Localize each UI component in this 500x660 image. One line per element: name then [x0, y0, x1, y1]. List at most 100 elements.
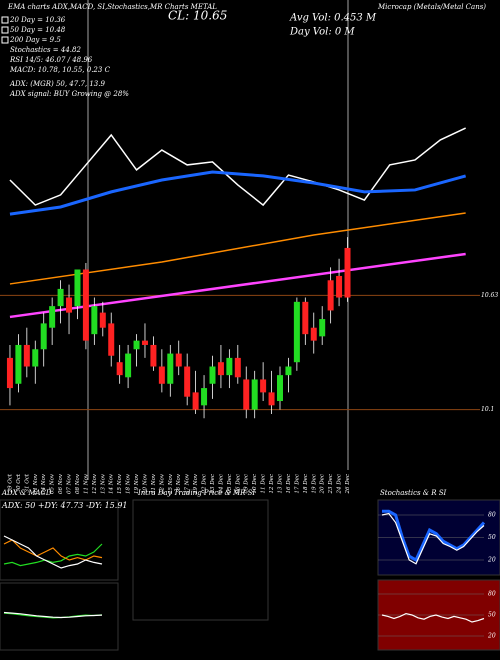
x-tick-label: 11 Nov: [83, 473, 89, 494]
candle-body: [108, 323, 115, 356]
x-tick-label: 06 Nov: [58, 473, 64, 494]
x-tick-label: 16 Dec: [286, 474, 292, 494]
x-tick-label: 05 Nov: [50, 473, 56, 494]
series-line: [3, 611, 103, 619]
candle-body: [6, 357, 13, 389]
x-tick-label: 29 Oct: [7, 473, 13, 493]
series-line: [381, 512, 485, 565]
info-line: ADX: (MGR) 50, 47.7, 13.9: [9, 80, 105, 88]
x-tick-label: 03 Dec: [210, 474, 216, 494]
candle-body: [57, 288, 64, 307]
panel: [0, 499, 119, 581]
candle-body: [74, 269, 81, 307]
series-line: [3, 612, 103, 619]
x-tick-label: 26 Dec: [345, 474, 351, 495]
candle-body: [175, 353, 182, 367]
close: CL: 10.65: [168, 9, 227, 23]
x-tick-label: 22 Nov: [159, 473, 165, 495]
x-tick-label: 27 Nov: [185, 473, 191, 495]
top-text: EMA charts ADX,MACD, SI,Stochastics,MR C…: [7, 3, 217, 11]
series-line: [381, 612, 485, 623]
y-tick-label: 50: [488, 534, 496, 541]
candle-body: [192, 392, 199, 410]
candle-body: [116, 362, 123, 376]
panel-title: Stochastics & R SI: [380, 489, 447, 497]
x-tick-label: 26 Nov: [176, 473, 182, 495]
series-line: [3, 543, 103, 567]
candle-body: [167, 353, 174, 384]
series-line: [3, 535, 103, 569]
x-tick-label: 12 Nov: [92, 473, 98, 494]
info-line: 50 Day = 10.48: [10, 26, 66, 34]
candle-body: [141, 340, 148, 345]
candle-body: [133, 340, 140, 350]
candle-body: [184, 366, 191, 397]
x-tick-label: 13 Dec: [278, 474, 284, 494]
candle-body: [226, 357, 233, 376]
intraday-panel: [132, 499, 269, 621]
x-tick-label: 23 Dec: [328, 474, 334, 495]
x-tick-label: 01 Nov: [33, 473, 39, 494]
candle-body: [66, 297, 73, 313]
x-tick-label: 08 Nov: [75, 473, 81, 494]
y-tick-label: 10.1: [481, 406, 494, 413]
candle-body: [344, 247, 351, 298]
y-tick-label: 20: [487, 557, 496, 564]
x-tick-label: 11 Dec: [261, 474, 267, 494]
x-tick-label: 30 Oct: [16, 473, 22, 492]
x-tick-label: 05 Dec: [227, 474, 233, 494]
candle-body: [40, 323, 47, 350]
x-tick-label: 12 Dec: [269, 474, 275, 494]
candle-body: [158, 366, 165, 384]
x-tick-label: 19 Nov: [134, 473, 140, 494]
candle-body: [302, 301, 309, 335]
candle-body: [310, 327, 317, 341]
candle-body: [32, 349, 39, 367]
candle-body: [277, 375, 283, 402]
info-line: RSI 14/5: 46.07 / 48.96: [9, 56, 93, 64]
x-tick-label: 21 Nov: [151, 473, 157, 495]
y-tick-label: 20: [487, 633, 496, 640]
info-line: Stochastics = 44.82: [10, 46, 81, 54]
moving-average: [9, 127, 466, 207]
candle-body: [251, 379, 258, 410]
info-line: 20 Day = 10.36: [9, 16, 66, 24]
candle-body: [217, 362, 224, 376]
candle-body: [91, 306, 98, 335]
y-tick-label: 50: [488, 612, 496, 619]
y-tick-label: 80: [488, 591, 496, 598]
candle-body: [243, 379, 250, 410]
candle-body: [99, 312, 106, 328]
candle-body: [201, 388, 208, 406]
x-tick-label: 02 Dec: [202, 474, 208, 494]
info-line: MACD: 10.78, 10.55, 0.23 C: [9, 66, 111, 74]
info-line: 200 Day = 9.5: [9, 36, 61, 44]
x-tick-label: 09 Dec: [244, 474, 250, 494]
x-tick-label: 19 Dec: [311, 474, 317, 494]
x-tick-label: 20 Nov: [142, 473, 148, 495]
candle-body: [327, 280, 334, 311]
candle-body: [125, 353, 132, 378]
x-tick-label: 18 Dec: [303, 474, 309, 494]
legend-swatch: [1, 16, 9, 24]
candle-body: [49, 306, 56, 328]
legend-swatch: [1, 36, 9, 44]
x-tick-label: 15 Nov: [117, 473, 123, 494]
x-tick-label: 17 Dec: [294, 474, 300, 494]
x-tick-label: 14 Nov: [109, 473, 115, 494]
candle-body: [285, 366, 292, 376]
series-line: [382, 509, 486, 563]
candle-body: [234, 357, 241, 378]
y-tick-label: 10.63: [481, 292, 498, 299]
x-tick-label: 06 Dec: [235, 474, 241, 494]
candle-body: [209, 366, 216, 384]
panel-text: ADX: 50 +DY: 47.73 -DY: 15.91: [1, 501, 128, 510]
day-vol: Day Vol: 0 M: [289, 27, 355, 38]
intraday-title: Intra Day Trading Price & MR SI: [137, 489, 255, 497]
x-tick-label: 18 Nov: [126, 473, 132, 494]
y-tick-label: 80: [488, 512, 496, 519]
x-tick-label: 10 Dec: [252, 474, 258, 494]
legend-swatch: [1, 26, 9, 34]
